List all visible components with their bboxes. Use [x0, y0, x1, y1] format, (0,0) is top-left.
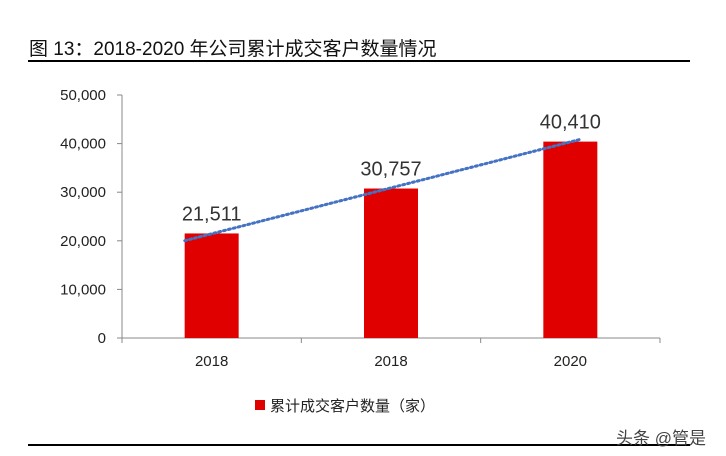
bar	[184, 233, 239, 338]
data-label: 21,511	[182, 203, 242, 225]
x-tick-label: 2018	[195, 353, 228, 370]
chart-title: 图 13：2018-2020 年公司累计成交客户数量情况	[29, 39, 437, 60]
bottom-rule	[28, 444, 690, 446]
data-label: 30,757	[360, 159, 421, 181]
x-tick-label: 2018	[374, 353, 407, 370]
y-tick-label: 20,000	[60, 233, 106, 250]
x-tick-label: 2020	[554, 353, 587, 370]
legend-label: 累计成交客户数量（家）	[270, 397, 435, 415]
legend-swatch	[255, 400, 265, 410]
y-tick-label: 50,000	[60, 87, 106, 104]
y-tick-label: 40,000	[60, 136, 106, 153]
bar	[543, 141, 598, 338]
top-rule	[28, 60, 690, 62]
y-tick-label: 30,000	[60, 184, 106, 201]
y-tick-label: 0	[98, 330, 106, 347]
bar	[364, 188, 418, 338]
data-label: 40,410	[540, 112, 601, 134]
watermark: 头条 @管是	[616, 429, 706, 448]
y-tick-label: 10,000	[60, 281, 106, 298]
trendline	[183, 138, 581, 243]
